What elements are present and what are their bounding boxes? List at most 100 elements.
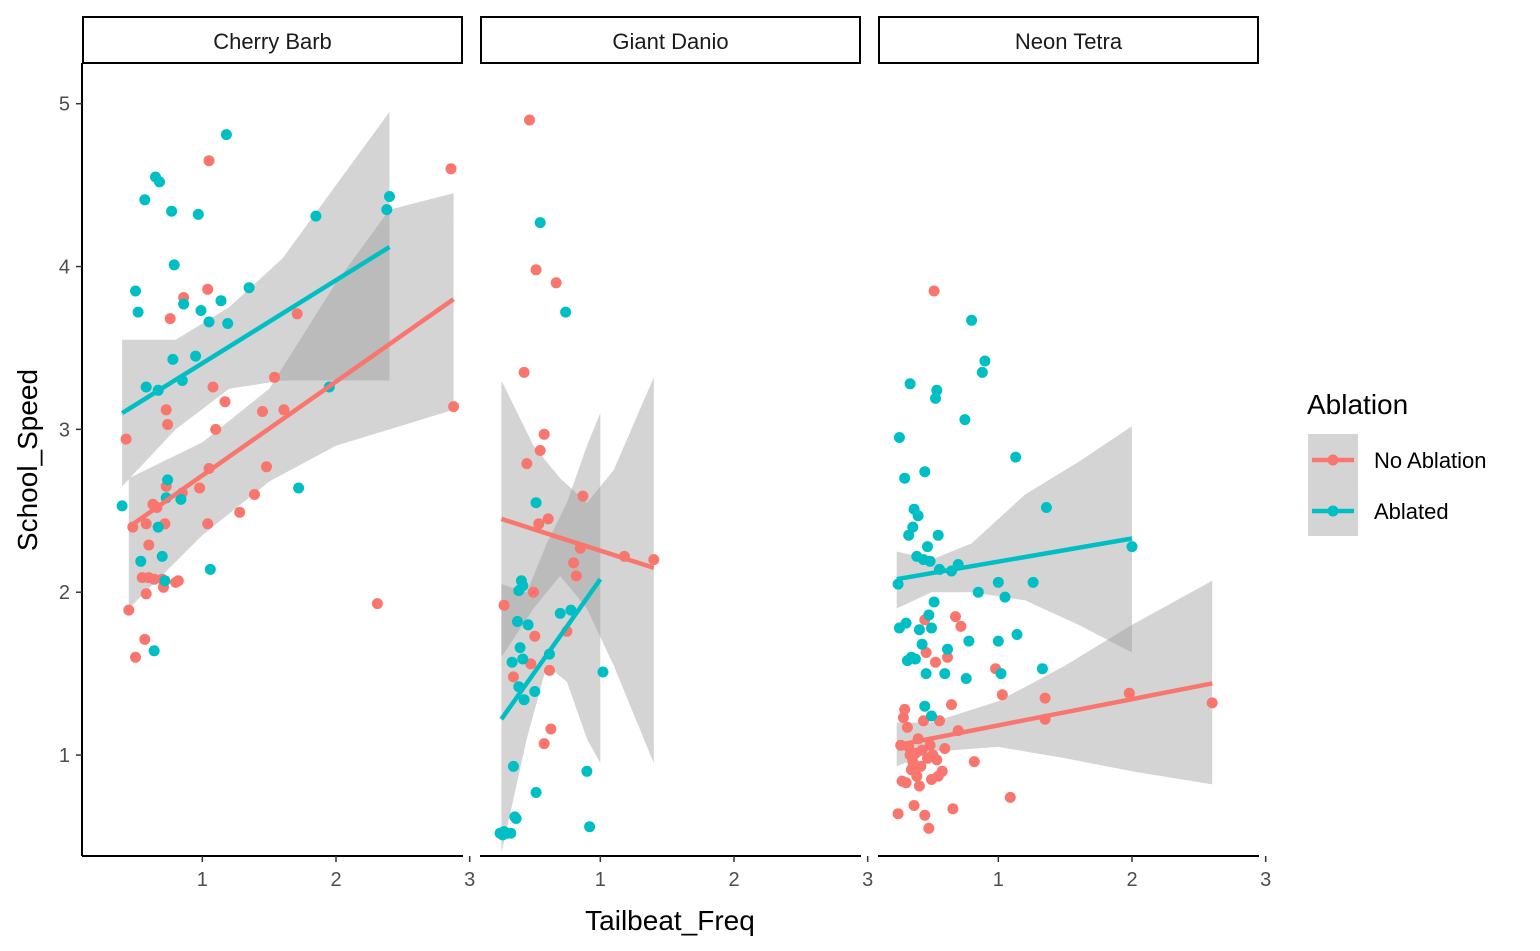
data-point-no-ablation xyxy=(139,633,151,645)
data-point-ablated xyxy=(926,710,937,722)
data-point-no-ablation xyxy=(533,518,545,530)
data-point-no-ablation xyxy=(172,575,184,587)
data-point-no-ablation xyxy=(915,760,927,772)
data-point-no-ablation xyxy=(261,461,272,473)
data-point-no-ablation xyxy=(160,404,172,416)
legend-item-ablated: Ablated xyxy=(1308,485,1449,536)
data-point-ablated xyxy=(959,414,971,426)
data-point-no-ablation xyxy=(901,721,913,733)
data-point-no-ablation xyxy=(550,277,562,289)
data-point-ablated xyxy=(310,210,322,222)
data-point-no-ablation xyxy=(955,620,967,632)
confidence-ribbon-ablated xyxy=(501,413,601,853)
data-point-no-ablation xyxy=(968,756,980,768)
fit-line-ablated xyxy=(499,577,603,721)
data-point-no-ablation xyxy=(528,586,539,598)
legend-item-no-ablation: No Ablation xyxy=(1308,434,1487,485)
data-point-ablated xyxy=(522,619,534,631)
data-point-ablated xyxy=(909,653,921,665)
data-point-ablated xyxy=(517,580,529,592)
x-axis-title: Tailbeat_Freq xyxy=(585,905,755,936)
x-tick-label: 3 xyxy=(862,869,873,891)
data-point-ablated xyxy=(511,616,523,627)
confidence-ribbon-no-ablation xyxy=(128,193,454,609)
data-point-ablated xyxy=(963,635,975,647)
x-tick-label: 1 xyxy=(993,869,1004,891)
confidence-ribbon-no-ablation xyxy=(501,377,654,764)
data-point-ablated xyxy=(506,656,518,668)
data-point-no-ablation xyxy=(123,604,135,616)
data-point-no-ablation xyxy=(524,114,535,126)
data-point-ablated xyxy=(220,129,232,141)
data-point-ablated xyxy=(923,609,935,621)
data-point-ablated xyxy=(529,686,541,697)
data-point-ablated xyxy=(243,282,255,294)
data-point-no-ablation xyxy=(919,809,931,821)
data-point-ablated xyxy=(966,314,978,326)
data-point-no-ablation xyxy=(545,723,557,735)
data-point-ablated xyxy=(222,318,234,329)
data-point-ablated xyxy=(893,432,905,443)
data-point-ablated xyxy=(922,541,933,553)
data-point-no-ablation xyxy=(194,482,206,494)
data-point-ablated xyxy=(168,259,180,271)
data-point-ablated xyxy=(190,350,202,362)
data-point-no-ablation xyxy=(534,445,546,456)
data-point-ablated xyxy=(907,521,919,533)
data-point-no-ablation xyxy=(899,703,911,715)
x-tick-label: 2 xyxy=(330,869,341,891)
strip-label: Neon Tetra xyxy=(1015,29,1123,54)
data-point-no-ablation xyxy=(162,419,174,430)
data-point-no-ablation xyxy=(207,381,219,393)
data-point-no-ablation xyxy=(913,780,925,792)
data-point-ablated xyxy=(293,482,305,494)
data-point-no-ablation xyxy=(498,599,510,611)
strip-label: Giant Danio xyxy=(612,29,728,54)
data-point-no-ablation xyxy=(928,285,940,297)
data-point-no-ablation xyxy=(542,513,554,525)
data-point-ablated xyxy=(130,285,141,297)
fit-line-no-ablation xyxy=(127,297,455,529)
data-point-no-ablation xyxy=(140,518,152,530)
data-point-ablated xyxy=(215,295,227,307)
data-point-no-ablation xyxy=(202,518,214,530)
data-point-ablated xyxy=(932,529,944,541)
data-point-ablated xyxy=(565,604,577,616)
data-point-ablated xyxy=(517,653,529,665)
data-point-no-ablation xyxy=(291,308,303,320)
data-point-no-ablation xyxy=(202,283,214,295)
data-point-no-ablation xyxy=(923,822,935,834)
data-point-ablated xyxy=(979,355,991,367)
data-point-ablated xyxy=(534,217,546,229)
y-tick-label: 5 xyxy=(59,94,70,116)
data-point-no-ablation xyxy=(931,754,943,766)
data-point-no-ablation xyxy=(908,800,920,811)
data-point-ablated xyxy=(972,586,984,598)
data-point-no-ablation xyxy=(939,743,951,754)
data-point-ablated xyxy=(154,176,165,188)
data-point-ablated xyxy=(510,813,522,824)
data-point-no-ablation xyxy=(1004,791,1016,803)
data-point-ablated xyxy=(384,191,395,202)
data-point-ablated xyxy=(912,510,924,522)
data-point-ablated xyxy=(554,607,566,619)
data-point-ablated xyxy=(505,827,517,839)
data-point-ablated xyxy=(530,787,542,798)
legend: Ablation No Ablation Ablated xyxy=(1307,389,1487,536)
data-point-ablated xyxy=(597,666,609,678)
y-tick-label: 3 xyxy=(59,419,70,441)
data-point-no-ablation xyxy=(530,264,542,276)
data-point-no-ablation xyxy=(234,506,246,518)
panel-neon-tetra: Neon Tetra 1 2 3 xyxy=(878,16,1271,891)
data-point-no-ablation xyxy=(1123,687,1135,699)
data-point-no-ablation xyxy=(538,428,550,440)
data-point-ablated xyxy=(931,384,943,396)
x-tick-label: 2 xyxy=(728,869,739,891)
data-point-no-ablation xyxy=(269,371,280,383)
legend-label: No Ablation xyxy=(1374,448,1487,473)
data-point-ablated xyxy=(904,378,916,390)
data-point-ablated xyxy=(930,392,941,404)
data-point-no-ablation xyxy=(371,598,383,610)
data-point-no-ablation xyxy=(577,490,589,502)
